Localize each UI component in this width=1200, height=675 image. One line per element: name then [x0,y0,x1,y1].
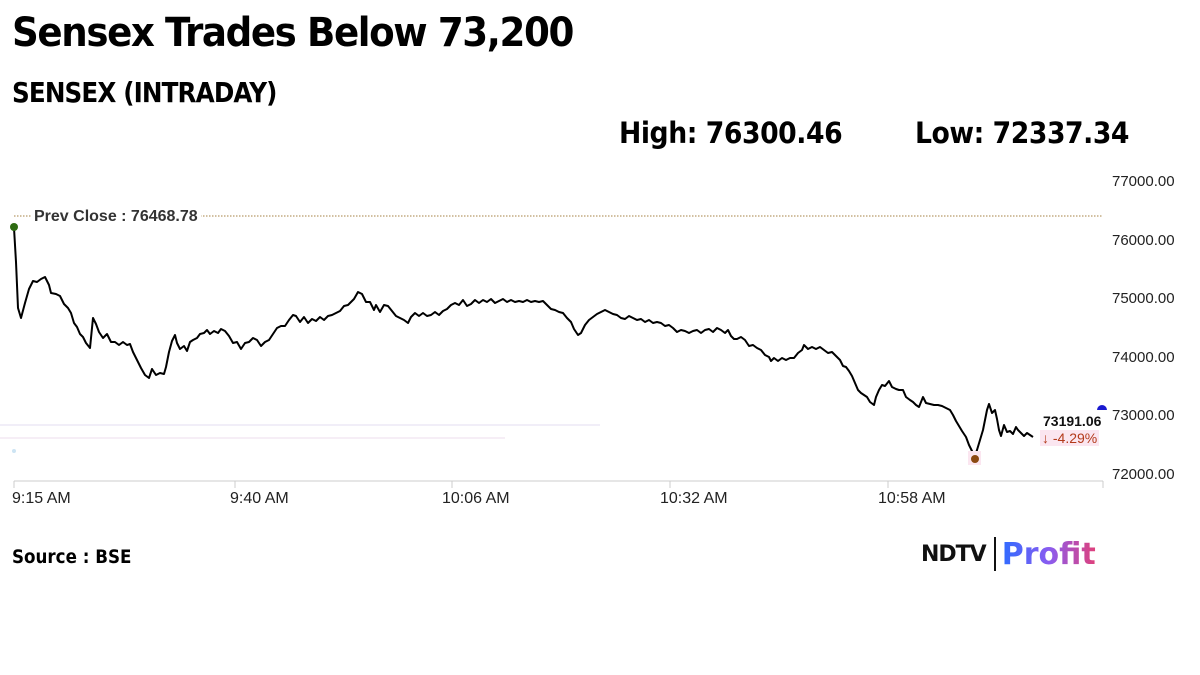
y-tick-label: 73000.00 [1112,407,1175,424]
y-tick-label: 74000.00 [1112,349,1175,366]
x-tick-label: 9:15 AM [12,490,71,507]
y-tick-label: 77000.00 [1112,173,1175,190]
prev-close-label: Prev Close : 76468.78 [31,208,201,226]
x-axis-ticks [13,481,1104,488]
high-value: High: 76300.46 [619,116,843,150]
ndtv-profit-logo: NDTV Profit [921,534,1096,574]
y-tick-label: 75000.00 [1112,290,1175,307]
headline: Sensex Trades Below 73,200 [12,10,574,56]
source-note: Source : BSE [12,546,132,568]
logo-ndtv-text: NDTV [921,541,987,567]
change-percent-label: ↓ -4.29% [1040,430,1100,446]
last-price-label: 73191.06 [1043,413,1102,429]
price-line [13,227,1034,460]
chart-subtitle: SENSEX (INTRADAY) [12,76,277,109]
high-marker [10,223,18,231]
x-tick-label: 10:32 AM [660,490,728,507]
low-value: Low: 72337.34 [915,116,1130,150]
x-tick-label: 10:06 AM [442,490,510,507]
current-price-marker [1097,405,1107,410]
y-tick-label: 76000.00 [1112,232,1175,249]
low-marker [971,455,979,463]
logo-divider [993,537,996,571]
x-tick-label: 10:58 AM [878,490,946,507]
faint-artifact-dot [12,449,16,453]
logo-profit-text: Profit [1001,536,1096,572]
y-tick-label: 72000.00 [1112,466,1175,483]
x-tick-label: 9:40 AM [230,490,289,507]
